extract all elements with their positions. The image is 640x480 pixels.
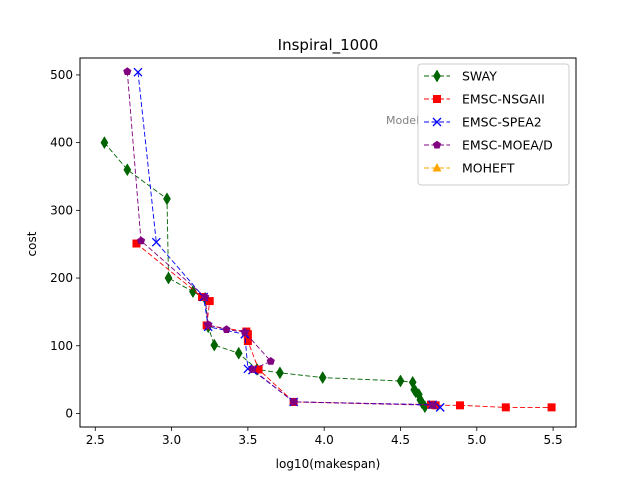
series-line-emsc-moea-d (126, 71, 433, 406)
legend-label-sway: SWAY (462, 69, 497, 84)
data-point-emsc-spea2 (435, 402, 445, 412)
data-point-sway (100, 136, 109, 150)
series-line-emsc-nsgaii (136, 243, 552, 408)
data-point-emsc-nsgaii (132, 239, 141, 248)
data-point-emsc-moea-d (248, 365, 257, 373)
data-point-emsc-moea-d (136, 236, 146, 245)
data-point-emsc-moea-d (222, 325, 231, 333)
y-tick-label: 300 (50, 203, 73, 217)
y-tick-label: 100 (50, 339, 73, 353)
data-point-emsc-moea-d (201, 292, 210, 301)
plot-area: 2.5 3.0 3.5 4.0 4.5 5.0 5.5 0 100 200 300 400 500 Mod… (50, 57, 577, 447)
data-point-sway (210, 338, 219, 352)
model-annotation: Model (386, 114, 419, 127)
legend-box (417, 63, 570, 186)
series-emsc-moea-d (123, 67, 437, 409)
y-tick-label: 500 (50, 68, 73, 82)
data-point-emsc-nsgaii (456, 401, 465, 410)
axes-frame (79, 57, 577, 428)
y-tick-label: 200 (50, 271, 73, 285)
data-point-sway (318, 371, 327, 385)
legend-marker-emsc-nsgaii (433, 95, 441, 103)
data-point-emsc-nsgaii (243, 337, 252, 346)
legend-label-moheft: MOHEFT (462, 161, 515, 176)
data-point-sway (396, 374, 405, 388)
x-tick-label: 2.5 (86, 433, 105, 447)
data-point-sway (276, 366, 284, 380)
data-point-sway (123, 163, 132, 177)
legend: SWAY EMSC-NSGAII EMSC-SPEA2 EMSC-MOEA/D MOHE… (417, 63, 570, 186)
data-point-emsc-moea-d (428, 401, 437, 409)
data-point-emsc-moea-d (204, 320, 213, 329)
series-line-emsc-spea2 (137, 72, 441, 408)
x-axis-label: log10(makespan) (276, 457, 381, 471)
y-tick-label: 400 (50, 136, 73, 150)
legend-label-emsc-nsgaii: EMSC-NSGAII (462, 92, 545, 107)
data-point-emsc-nsgaii (254, 365, 263, 374)
x-tick-label: 5.0 (467, 433, 486, 447)
x-tick-label: 3.0 (162, 433, 181, 447)
data-point-emsc-spea2 (151, 237, 161, 247)
data-point-emsc-nsgaii (205, 297, 214, 306)
chart-title: Inspiral_1000 (278, 36, 379, 55)
x-tick-label: 4.5 (391, 433, 410, 447)
data-point-emsc-nsgaii (547, 403, 556, 412)
legend-marker-sway (433, 69, 441, 83)
legend-marker-emsc-spea2 (432, 117, 442, 127)
y-axis-label: cost (25, 231, 39, 256)
x-tick-label: 4.0 (315, 433, 334, 447)
legend-label-emsc-spea2: EMSC-SPEA2 (462, 115, 542, 130)
data-point-sway (164, 271, 173, 285)
data-point-emsc-nsgaii (501, 403, 510, 412)
legend-label-emsc-moea-d: EMSC-MOEA/D (462, 138, 553, 153)
data-point-emsc-moea-d (289, 397, 298, 406)
x-tick-label: 5.5 (544, 433, 563, 447)
data-point-sway (234, 346, 243, 360)
data-point-sway (163, 192, 171, 206)
data-point-emsc-moea-d (266, 357, 275, 365)
y-tick-label: 0 (65, 406, 73, 420)
legend-marker-moheft (432, 163, 442, 172)
data-point-emsc-moea-d (240, 327, 249, 336)
x-tick-label: 3.5 (238, 433, 257, 447)
data-point-emsc-nsgaii (243, 330, 252, 339)
series-sway (100, 136, 429, 414)
legend-marker-emsc-moea-d (432, 140, 442, 149)
data-point-emsc-spea2 (133, 67, 143, 77)
data-point-emsc-moea-d (123, 67, 132, 76)
